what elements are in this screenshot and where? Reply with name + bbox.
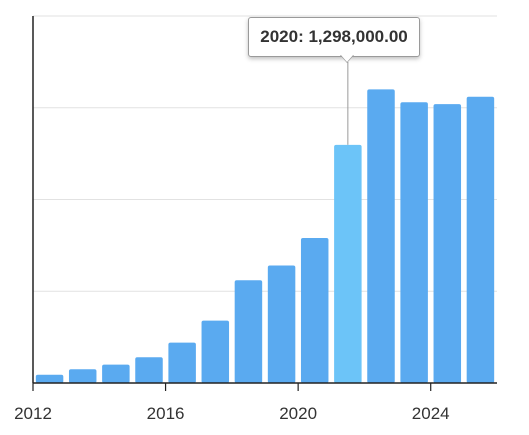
bar-2012[interactable]: [35, 374, 64, 383]
tooltip: 2020: 1,298,000.00: [248, 17, 420, 57]
bar-2017[interactable]: [201, 320, 230, 383]
bar-2023[interactable]: [400, 102, 428, 384]
bar-2013[interactable]: [68, 369, 97, 383]
bar-2020[interactable]: [300, 238, 329, 383]
x-tick-label-2020: 2020: [279, 404, 317, 423]
bars: [35, 89, 495, 384]
x-tick-label-2024: 2024: [412, 404, 450, 423]
tooltip-pointer: [340, 54, 354, 62]
bar-2015[interactable]: [135, 357, 163, 383]
bar-2021[interactable]: [334, 144, 362, 383]
bar-2022[interactable]: [367, 89, 395, 384]
bar-2019[interactable]: [267, 265, 296, 383]
tooltip-text: 2020: 1,298,000.00: [260, 27, 408, 46]
axes: [32, 16, 497, 384]
x-tick-label-2012: 2012: [14, 404, 52, 423]
x-axis-ticks: 2012 2016 2020 2024: [14, 383, 450, 423]
bar-2025[interactable]: [466, 96, 495, 384]
bar-2024[interactable]: [433, 104, 462, 383]
bar-2014[interactable]: [102, 364, 130, 383]
x-tick-label-2016: 2016: [147, 404, 185, 423]
bar-2016[interactable]: [168, 342, 196, 383]
bar-2018[interactable]: [234, 280, 263, 383]
